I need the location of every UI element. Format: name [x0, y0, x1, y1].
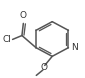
Text: O: O: [40, 63, 47, 72]
Text: O: O: [20, 11, 27, 20]
Text: Cl: Cl: [2, 35, 11, 44]
Text: N: N: [71, 43, 78, 52]
